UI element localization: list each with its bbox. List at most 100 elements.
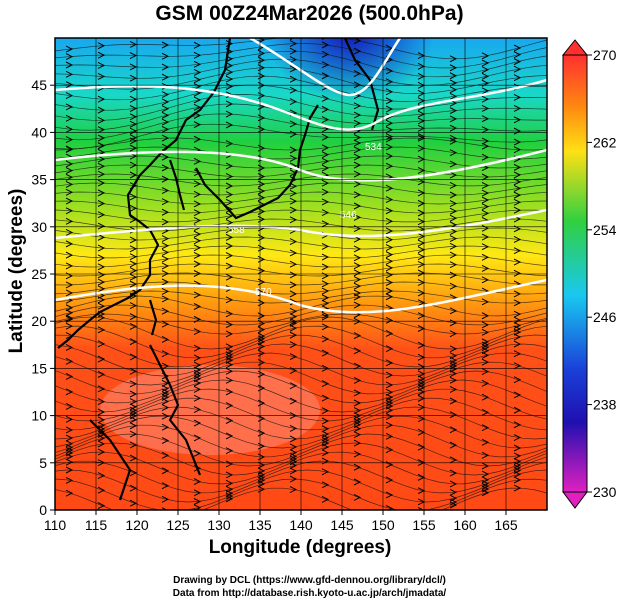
flow-arrow xyxy=(225,182,234,190)
flow-arrow xyxy=(161,482,170,490)
flow-arrow xyxy=(289,189,298,197)
flow-arrow xyxy=(97,340,106,348)
flow-arrow xyxy=(129,416,138,424)
flow-arrow xyxy=(449,498,458,506)
flow-arrow xyxy=(129,144,138,152)
y-tick-label: 20 xyxy=(31,313,47,329)
flow-arrow xyxy=(385,413,394,420)
flow-arrow xyxy=(321,407,330,415)
flow-arrow xyxy=(321,253,330,261)
flow-arrow xyxy=(353,478,362,486)
flow-arrow xyxy=(193,252,202,259)
y-tick-label: 45 xyxy=(31,77,47,93)
flow-arrow xyxy=(385,329,394,337)
flow-arrow xyxy=(225,351,234,359)
flow-arrow xyxy=(513,206,522,214)
contour-label-546: 546 xyxy=(340,210,357,221)
flow-arrow xyxy=(65,343,74,351)
flow-arrow xyxy=(481,126,490,134)
flow-arrow xyxy=(353,81,362,89)
flow-arrow xyxy=(193,406,202,413)
flow-arrow xyxy=(481,328,490,336)
flow-arrow xyxy=(481,52,490,60)
flow-arrow xyxy=(129,406,138,414)
colorbar-tick-label: 246 xyxy=(593,309,617,325)
flow-arrow xyxy=(481,95,490,103)
flow-arrow xyxy=(161,235,170,243)
flow-arrow xyxy=(481,489,490,497)
flow-arrow xyxy=(385,345,394,353)
flow-arrow xyxy=(385,207,394,215)
flow-arrow xyxy=(65,103,74,111)
flow-arrow xyxy=(481,338,490,346)
flow-arrow xyxy=(481,408,490,416)
flow-arrow xyxy=(129,253,138,261)
flow-arrow xyxy=(97,355,106,363)
flow-arrow xyxy=(193,394,202,402)
flow-arrow xyxy=(65,304,74,312)
flow-arrow xyxy=(193,379,202,387)
flow-arrow xyxy=(321,50,330,58)
flow-arrow xyxy=(129,113,138,121)
flow-arrow xyxy=(225,162,234,170)
flow-arrow xyxy=(225,75,234,83)
flow-arrow xyxy=(65,415,74,423)
flow-arrow xyxy=(225,489,234,497)
colorbar-ticks: 270 262 254 246 238 230 xyxy=(587,47,617,500)
flow-arrow xyxy=(65,466,74,474)
flow-arrow xyxy=(481,196,490,204)
flow-arrow xyxy=(225,68,234,76)
flow-arrow xyxy=(289,455,298,463)
flow-arrow xyxy=(449,251,458,259)
flow-arrow xyxy=(385,126,394,134)
grid xyxy=(55,38,547,510)
flow-arrow xyxy=(129,74,138,82)
flow-arrow xyxy=(481,351,490,359)
flow-arrow xyxy=(481,182,490,189)
flow-arrow xyxy=(193,121,202,129)
flow-arrow xyxy=(65,453,74,461)
contour-label-570: 570 xyxy=(255,287,272,298)
flow-arrow xyxy=(129,313,138,321)
flow-arrow xyxy=(97,189,106,197)
coast-asia xyxy=(57,38,232,349)
flow-arrow xyxy=(97,244,106,252)
flow-arrow xyxy=(353,47,362,55)
flow-arrow xyxy=(193,478,202,486)
flow-arrow xyxy=(385,196,394,204)
flow-arrow xyxy=(449,370,458,378)
flow-arrow xyxy=(129,499,138,507)
flow-arrow xyxy=(161,255,170,263)
flow-arrow xyxy=(449,330,458,338)
x-tick-label: 115 xyxy=(85,517,108,533)
flow-arrow xyxy=(193,372,202,380)
flow-arrow xyxy=(65,217,74,225)
flow-arrow xyxy=(225,495,234,503)
flow-arrow xyxy=(449,134,458,142)
flow-arrow xyxy=(353,170,362,178)
flow-arrow xyxy=(353,418,362,426)
flow-arrow xyxy=(513,138,522,146)
credit-dcl: Drawing by DCL (https://www.gfd-dennou.o… xyxy=(173,575,446,586)
flow-arrow xyxy=(65,167,74,175)
flow-arrow xyxy=(97,170,106,178)
flow-arrow xyxy=(225,343,234,351)
flow-arrow xyxy=(449,207,458,215)
flow-arrow xyxy=(481,358,490,366)
x-tick-label: 110 xyxy=(44,517,67,533)
flow-arrow xyxy=(321,349,330,357)
flow-arrow xyxy=(385,491,394,499)
flow-arrow xyxy=(289,120,298,128)
flow-arrow xyxy=(225,252,234,260)
flow-arrow xyxy=(97,486,106,494)
flow-arrow xyxy=(225,233,234,241)
flow-arrow xyxy=(97,278,106,286)
flow-arrow xyxy=(321,313,330,321)
flow-arrow xyxy=(65,444,74,451)
flow-arrow xyxy=(353,431,362,439)
flow-arrow xyxy=(289,86,298,94)
flow-arrow xyxy=(353,70,362,77)
flow-arrow xyxy=(385,133,394,141)
flow-arrow xyxy=(449,261,458,269)
